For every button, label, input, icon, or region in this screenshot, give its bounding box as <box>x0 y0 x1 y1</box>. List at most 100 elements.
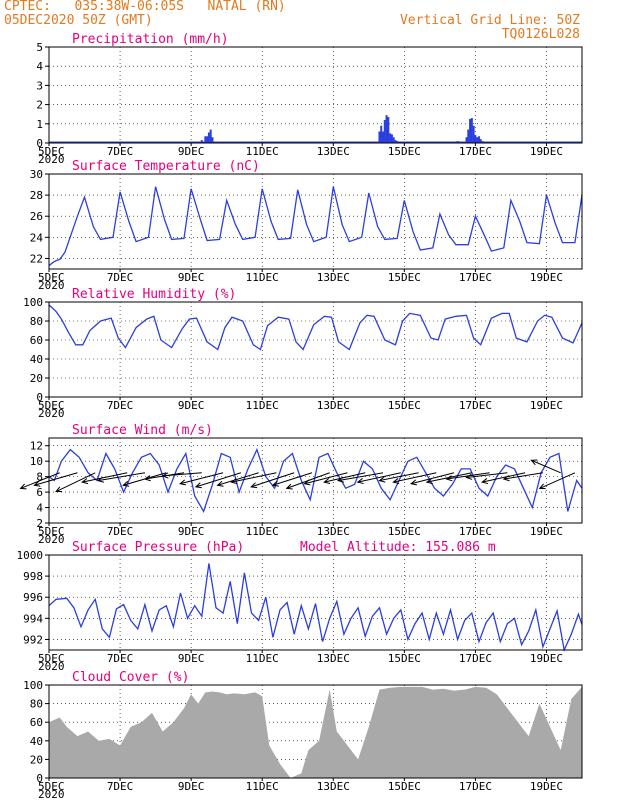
wind-vector <box>531 459 561 474</box>
wind-vector <box>337 472 384 482</box>
humidity-xtick-label: 19DEC <box>530 399 563 412</box>
wind-ytick-label: 12 <box>30 440 43 453</box>
temp-year-label: 2020 <box>38 279 65 292</box>
precip-bar <box>378 131 381 143</box>
wind-xtick-label: 17DEC <box>459 525 492 538</box>
wind-vector <box>251 472 295 488</box>
wind-vector-head <box>250 482 258 489</box>
wind-vector-head <box>96 476 104 483</box>
precip-bar <box>477 136 480 143</box>
temp-xtick-label: 19DEC <box>530 271 563 284</box>
header-date: 05DEC2020 50Z (GMT) <box>4 13 153 28</box>
precip-xtick-label: 9DEC <box>178 145 205 158</box>
wind-vector-head <box>19 483 27 490</box>
pressure-xtick-label: 17DEC <box>459 652 492 665</box>
temp-xtick-label: 11DEC <box>246 271 279 284</box>
precip-bar <box>204 136 207 143</box>
precip-year-label: 2020 <box>38 153 65 166</box>
cloud-xtick-label: 7DEC <box>107 780 134 793</box>
precip-xtick-label: 5DEC <box>38 145 65 158</box>
wind-vector <box>304 472 348 485</box>
pressure-xtick-label: 13DEC <box>317 652 350 665</box>
temp-line <box>48 186 583 267</box>
precip-bar <box>206 136 209 143</box>
precip-bar <box>469 119 472 143</box>
precip-bar <box>392 137 395 143</box>
wind-vector-head <box>55 486 63 493</box>
precip-bar <box>209 129 212 143</box>
wind-ytick-label: 4 <box>36 502 43 515</box>
cloud-ytick-label: 0 <box>36 772 43 785</box>
wind-vector <box>410 472 455 485</box>
wind-panel: 2 4 6 8 10 12 5DEC 7DEC 9DEC 11DEC 13DEC 15DEC 17DEC… <box>19 423 583 546</box>
temp-xtick-label: 13DEC <box>317 271 350 284</box>
humidity-ytick-label: 40 <box>30 353 43 366</box>
pressure-frame <box>48 554 583 651</box>
humidity-title: Relative Humidity (%) <box>72 287 236 302</box>
pressure-annotation: Model Altitude: 155.086 m <box>300 540 496 555</box>
precip-bar <box>470 118 473 143</box>
wind-ytick-label: 10 <box>30 455 43 468</box>
precip-ytick-label: 1 <box>36 118 43 131</box>
wind-vector-head <box>161 472 169 479</box>
wind-vector-head <box>356 478 364 485</box>
precip-xtick-label: 13DEC <box>317 145 350 158</box>
temp-xtick-label: 17DEC <box>459 271 492 284</box>
pressure-ytick-label: 1000 <box>17 549 44 562</box>
humidity-ytick-label: 20 <box>30 372 43 385</box>
precip-bar <box>383 119 386 143</box>
wind-vector-head <box>409 479 418 486</box>
humidity-ytick-label: 80 <box>30 315 43 328</box>
wind-vector-head <box>285 483 293 490</box>
wind-vector <box>357 472 401 483</box>
precip-ytick-label: 4 <box>36 60 43 73</box>
humidity-xtick-label: 13DEC <box>317 399 350 412</box>
pressure-xtick-label: 15DEC <box>388 652 421 665</box>
pressure-line <box>48 563 583 653</box>
wind-vector-head <box>179 479 187 486</box>
precip-bar <box>476 137 479 143</box>
pressure-ytick-label: 998 <box>23 570 43 583</box>
humidity-xtick-label: 9DEC <box>178 399 205 412</box>
precip-bar <box>207 132 210 143</box>
wind-xtick-label: 11DEC <box>246 525 279 538</box>
wind-vector-head <box>216 480 224 487</box>
precip-bar <box>389 133 392 143</box>
cloud-title: Cloud Cover (%) <box>72 670 189 685</box>
temp-xtick-label: 5DEC <box>38 271 65 284</box>
wind-vector <box>482 472 526 483</box>
temp-frame <box>48 173 583 270</box>
cloud-xtick-label: 15DEC <box>388 780 421 793</box>
precip-bar <box>382 131 385 143</box>
precip-xtick-label: 11DEC <box>246 145 279 158</box>
wind-vector-head <box>271 480 279 487</box>
humidity-panel: 0 20 40 60 80 100 5DEC 7DEC 9DEC 11DEC 13DEC 15DEC 1… <box>23 287 583 420</box>
wind-vector <box>20 472 60 489</box>
header-grid-line: Vertical Grid Line: 50Z <box>399 13 580 28</box>
cloud-xtick-label: 19DEC <box>530 780 563 793</box>
wind-vector <box>272 472 313 486</box>
wind-xtick-label: 7DEC <box>107 525 134 538</box>
wind-vector-head <box>33 480 41 487</box>
wind-frame <box>48 437 583 524</box>
precip-bar <box>465 137 468 143</box>
temp-ytick-label: 30 <box>30 168 43 181</box>
cloud-xtick-label: 13DEC <box>317 780 350 793</box>
precip-bar <box>380 125 383 143</box>
wind-vector <box>55 472 96 492</box>
wind-vector-head <box>323 478 331 484</box>
precip-bar <box>467 129 470 143</box>
humidity-ytick-label: 0 <box>36 391 43 404</box>
wind-vector-head <box>230 478 238 485</box>
pressure-xtick-label: 11DEC <box>246 652 279 665</box>
precip-xtick-label: 7DEC <box>107 145 134 158</box>
temp-title: Surface Temperature (nC) <box>72 159 260 174</box>
header-model-code: TQ0126L028 <box>501 27 580 42</box>
wind-vector-head <box>303 479 311 486</box>
cloud-ytick-label: 20 <box>30 753 43 766</box>
precip-bar <box>387 117 390 143</box>
wind-xtick-label: 9DEC <box>178 525 205 538</box>
wind-vector <box>466 472 508 478</box>
precip-bar <box>479 139 482 143</box>
